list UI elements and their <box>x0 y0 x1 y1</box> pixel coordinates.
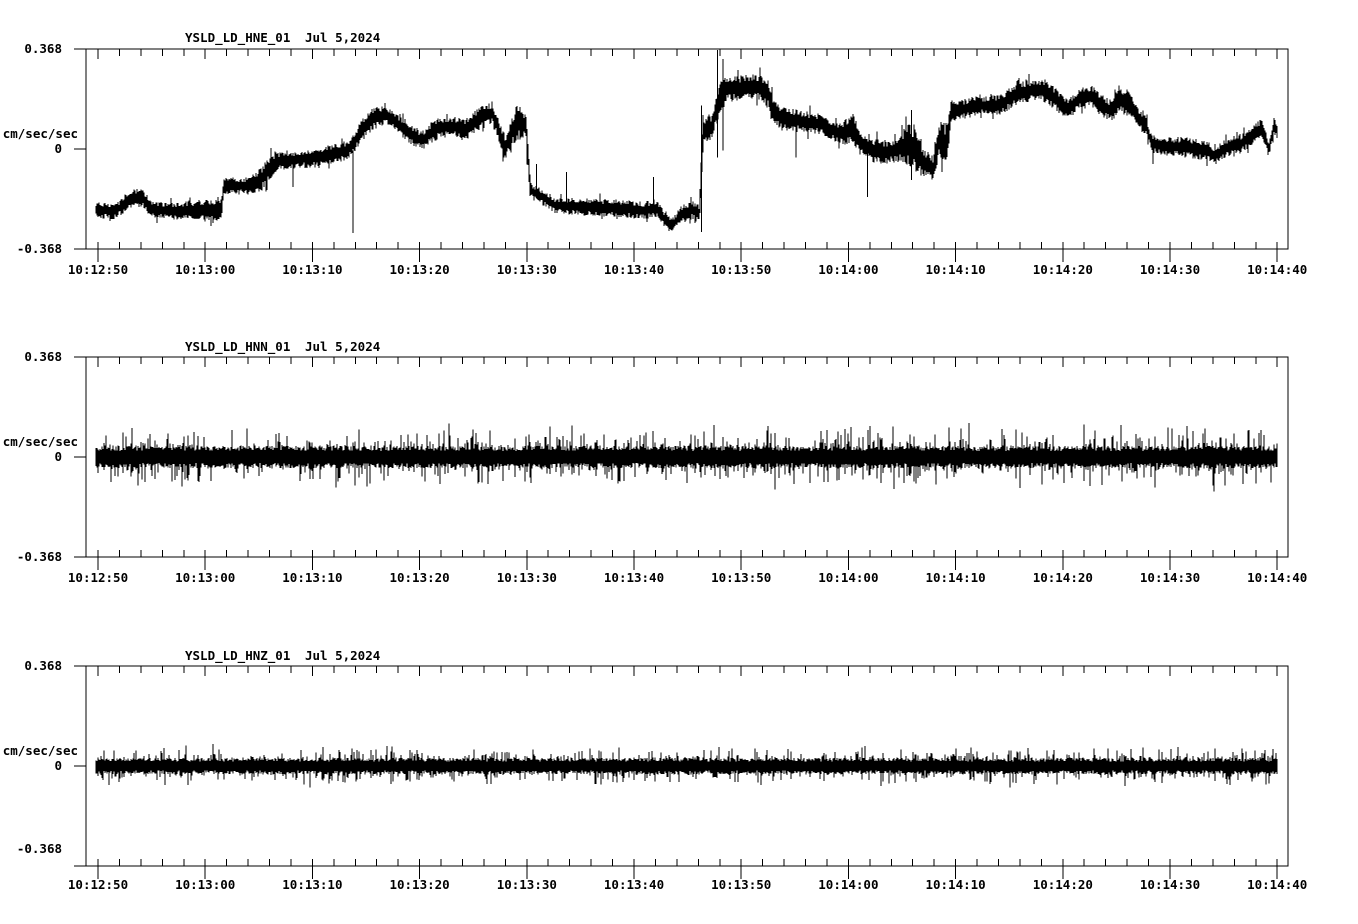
y-axis-min-label: -0.368 <box>16 549 62 564</box>
x-tick-label: 10:14:10 <box>925 262 986 277</box>
x-tick-label: 10:13:20 <box>389 262 450 277</box>
x-tick-label: 10:14:20 <box>1032 570 1093 585</box>
x-tick-label: 10:13:50 <box>711 877 772 892</box>
y-axis-max-label: 0.368 <box>24 41 62 56</box>
x-tick-label: 10:14:10 <box>925 877 986 892</box>
x-tick-label: 10:13:50 <box>711 262 772 277</box>
x-tick-label: 10:14:00 <box>818 877 879 892</box>
panel-title-date: Jul 5,2024 <box>305 30 381 45</box>
panel-title-station: YSLD_LD_HNN_01 <box>185 339 291 354</box>
x-tick-label: 10:14:30 <box>1139 570 1201 585</box>
x-tick-label: 10:14:40 <box>1247 262 1308 277</box>
x-tick-label: 10:14:40 <box>1247 877 1308 892</box>
x-tick-label: 10:14:10 <box>925 570 986 585</box>
x-tick-label: 10:13:50 <box>711 570 772 585</box>
x-tick-label: 10:13:20 <box>389 570 450 585</box>
panel-title-date: Jul 5,2024 <box>305 339 381 354</box>
x-tick-label: 10:14:00 <box>818 262 879 277</box>
x-tick-label: 10:13:20 <box>389 877 450 892</box>
x-tick-label: 10:12:50 <box>67 877 129 892</box>
x-tick-label: 10:14:30 <box>1139 262 1201 277</box>
y-axis-max-label: 0.368 <box>24 349 62 364</box>
x-tick-label: 10:14:20 <box>1032 262 1093 277</box>
x-tick-label: 10:13:40 <box>603 877 665 892</box>
y-axis-max-label: 0.368 <box>24 658 62 673</box>
y-axis-zero-label: 0 <box>54 758 62 773</box>
x-tick-label: 10:13:30 <box>496 877 557 892</box>
x-tick-label: 10:13:00 <box>175 262 236 277</box>
x-tick-label: 10:13:10 <box>282 877 343 892</box>
y-axis-zero-label: 0 <box>54 141 62 156</box>
x-tick-label: 10:14:20 <box>1032 877 1093 892</box>
x-tick-label: 10:13:30 <box>496 570 557 585</box>
x-tick-label: 10:12:50 <box>67 262 129 277</box>
x-tick-label: 10:14:00 <box>818 570 879 585</box>
x-tick-label: 10:12:50 <box>67 570 129 585</box>
x-tick-label: 10:13:00 <box>175 570 236 585</box>
panel-title-station: YSLD_LD_HNZ_01 <box>185 648 291 663</box>
x-tick-label: 10:14:40 <box>1247 570 1308 585</box>
x-tick-label: 10:13:40 <box>603 262 665 277</box>
panel-title-date: Jul 5,2024 <box>305 648 381 663</box>
x-tick-label: 10:13:00 <box>175 877 236 892</box>
x-tick-label: 10:14:30 <box>1139 877 1201 892</box>
y-axis-min-label: -0.368 <box>16 241 62 256</box>
y-axis-zero-label: 0 <box>54 449 62 464</box>
y-axis-unit-label: cm/sec/sec <box>2 126 78 141</box>
panel-title-station: YSLD_LD_HNE_01 <box>185 30 291 45</box>
x-tick-label: 10:13:30 <box>496 262 557 277</box>
y-axis-unit-label: cm/sec/sec <box>2 434 78 449</box>
x-tick-label: 10:13:10 <box>282 570 343 585</box>
x-tick-label: 10:13:40 <box>603 570 665 585</box>
x-tick-label: 10:13:10 <box>282 262 343 277</box>
y-axis-unit-label: cm/sec/sec <box>2 743 78 758</box>
y-axis-min-label: -0.368 <box>16 841 62 856</box>
